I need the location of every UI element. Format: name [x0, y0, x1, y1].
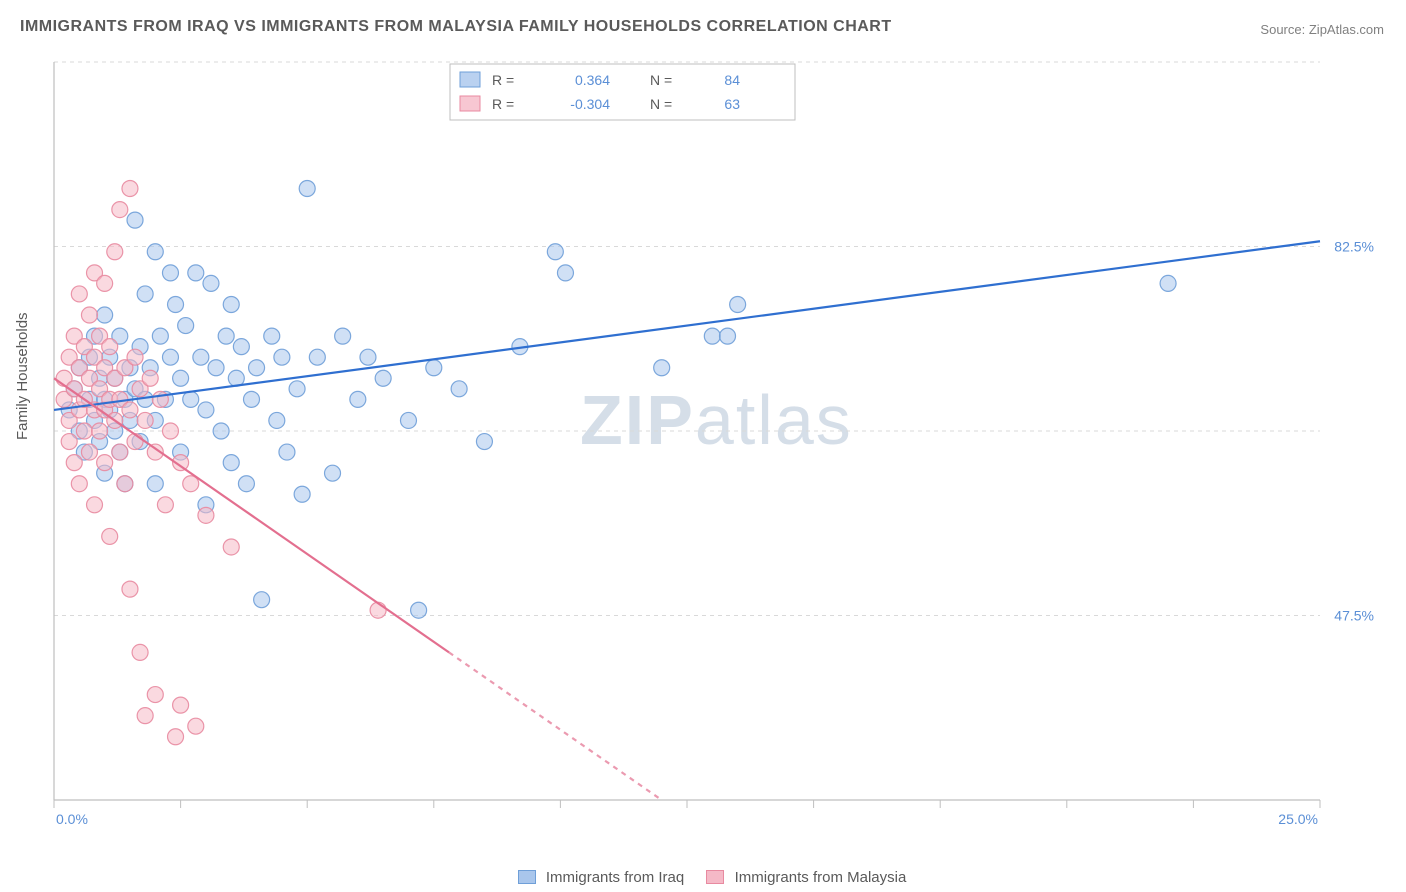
- svg-text:63: 63: [724, 96, 740, 112]
- svg-text:82.5%: 82.5%: [1334, 239, 1374, 255]
- y-axis-label: Family Households: [14, 312, 31, 440]
- svg-text:R =: R =: [492, 72, 514, 88]
- legend-label-malaysia: Immigrants from Malaysia: [735, 869, 907, 886]
- svg-text:N =: N =: [650, 96, 672, 112]
- svg-text:47.5%: 47.5%: [1334, 608, 1374, 624]
- chart-title: IMMIGRANTS FROM IRAQ VS IMMIGRANTS FROM …: [20, 18, 892, 36]
- svg-text:-0.304: -0.304: [570, 96, 610, 112]
- legend-swatch-iraq: [518, 870, 536, 884]
- scatter-plot: 47.5% 82.5% 0.0% 25.0% R = 0.364 N = 84 R = -0.30…: [50, 58, 1380, 830]
- svg-text:84: 84: [724, 72, 740, 88]
- source-value: ZipAtlas.com: [1309, 22, 1384, 37]
- svg-text:N =: N =: [650, 72, 672, 88]
- svg-text:0.0%: 0.0%: [56, 811, 88, 827]
- plot-svg: 47.5% 82.5% 0.0% 25.0% R = 0.364 N = 84 R = -0.30…: [50, 58, 1380, 830]
- legend-label-iraq: Immigrants from Iraq: [546, 869, 684, 886]
- svg-text:R =: R =: [492, 96, 514, 112]
- legend-swatch-malaysia: [706, 870, 724, 884]
- svg-text:25.0%: 25.0%: [1278, 811, 1318, 827]
- svg-text:0.364: 0.364: [575, 72, 610, 88]
- source-label: Source:: [1260, 22, 1305, 37]
- source-attribution: Source: ZipAtlas.com: [1260, 22, 1384, 37]
- bottom-legend: Immigrants from Iraq Immigrants from Mal…: [0, 869, 1406, 886]
